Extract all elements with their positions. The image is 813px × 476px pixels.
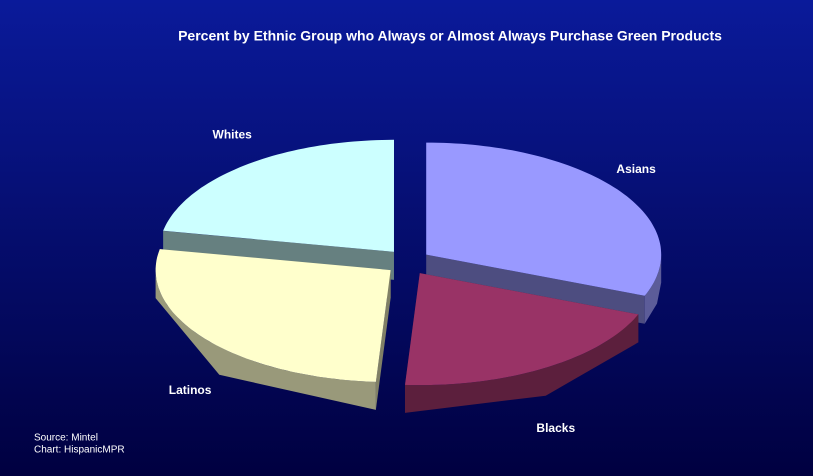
slice-label: Asians <box>616 162 656 176</box>
slice <box>155 249 391 382</box>
credit: Chart: HispanicMPR <box>34 445 125 456</box>
slice <box>405 273 639 386</box>
slice <box>426 142 662 296</box>
slice-label: Latinos <box>169 383 212 397</box>
slice-label: Whites <box>213 127 253 141</box>
slice-wall <box>375 270 391 410</box>
slice-side <box>405 314 639 413</box>
chart-title: Percent by Ethnic Group who Always or Al… <box>178 28 722 44</box>
slice-side <box>644 254 662 324</box>
slice <box>163 139 394 252</box>
slice-side <box>155 270 376 410</box>
source: Source: Mintel <box>34 433 98 444</box>
slice-label: Blacks <box>536 421 575 435</box>
